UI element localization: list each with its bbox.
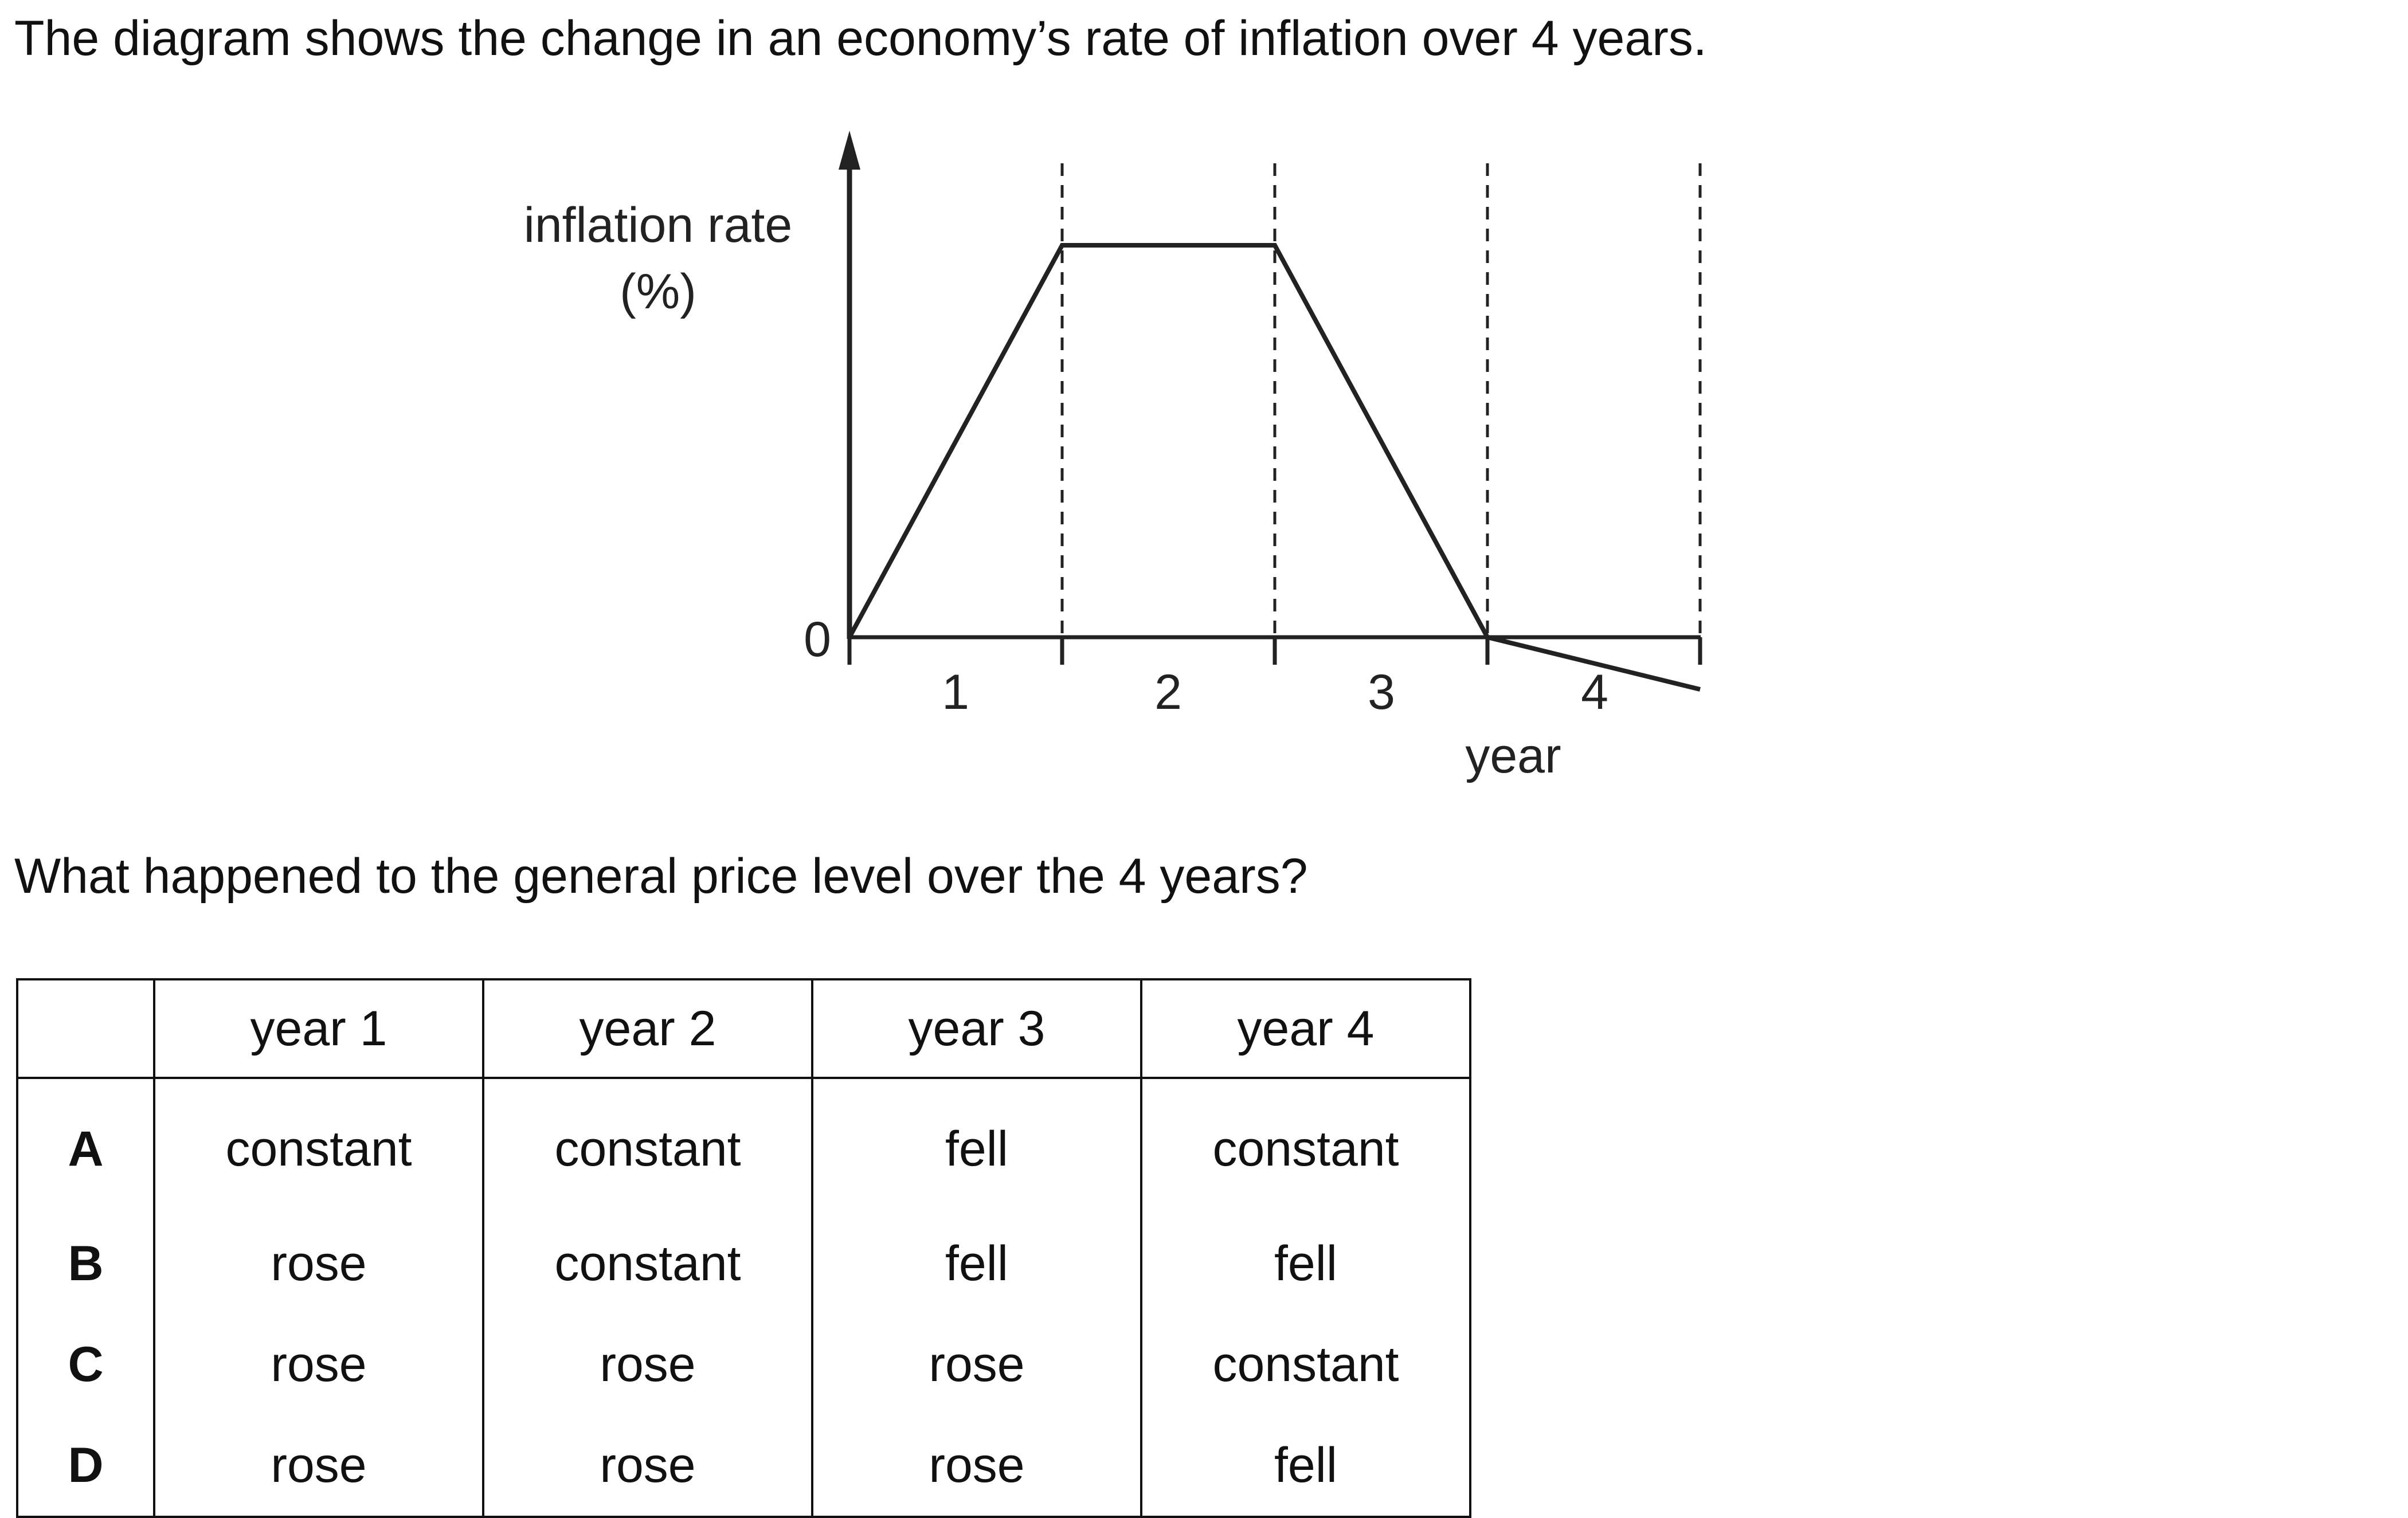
table-row: C rose rose rose constant [17,1314,1470,1415]
table-header-row: year 1 year 2 year 3 year 4 [17,979,1470,1079]
table-cell: rose [811,1314,1141,1415]
intro-text: The diagram shows the change in an econo… [14,11,1707,66]
table-cell: constant [1140,1314,1470,1415]
y-axis-arrow-icon [839,131,860,170]
table-cell: rose [482,1415,812,1517]
table-header-cell [17,979,154,1079]
table-header-cell: year 3 [811,979,1141,1079]
x-tick-label: 1 [942,665,969,720]
option-key: A [68,1121,104,1176]
x-tick-label: 4 [1581,665,1608,720]
table-row: D rose rose rose fell [17,1415,1470,1517]
table-header-cell: year 1 [153,979,483,1079]
x-tick-label: 3 [1368,665,1395,720]
table-header-cell: year 4 [1140,979,1470,1079]
question-text: What happened to the general price level… [14,849,1308,904]
x-tick-label: 2 [1154,665,1182,720]
table-cell: rose [482,1314,812,1415]
option-key: C [68,1336,104,1392]
inflation-rate-line [847,243,1701,692]
table-cell: constant [1140,1078,1470,1213]
table-cell: fell [811,1213,1141,1314]
table-cell: fell [1140,1213,1470,1314]
x-axis-label: year [1465,728,1561,783]
inflation-diagram: inflation rate (%) 0 1 2 3 4 year [524,131,1702,783]
table-cell: rose [811,1415,1141,1517]
answer-table: year 1 year 2 year 3 year 4 A constant c… [16,978,1471,1518]
table-row: A constant constant fell constant [17,1078,1470,1213]
option-key: B [68,1235,104,1291]
table-row: B rose constant fell fell [17,1213,1470,1314]
origin-label: 0 [804,612,831,667]
table-cell: rose [153,1213,483,1314]
table-cell: rose [153,1314,483,1415]
table-cell: rose [153,1415,483,1517]
option-key: D [68,1437,104,1493]
table-cell: constant [482,1213,812,1314]
table-cell: constant [153,1078,483,1213]
table-cell: constant [482,1078,812,1213]
y-axis-label-line1: inflation rate [524,198,793,253]
table-header-cell: year 2 [482,979,812,1079]
table-cell: fell [1140,1415,1470,1517]
y-axis-label-line2: (%) [620,264,696,319]
table-cell: fell [811,1078,1141,1213]
